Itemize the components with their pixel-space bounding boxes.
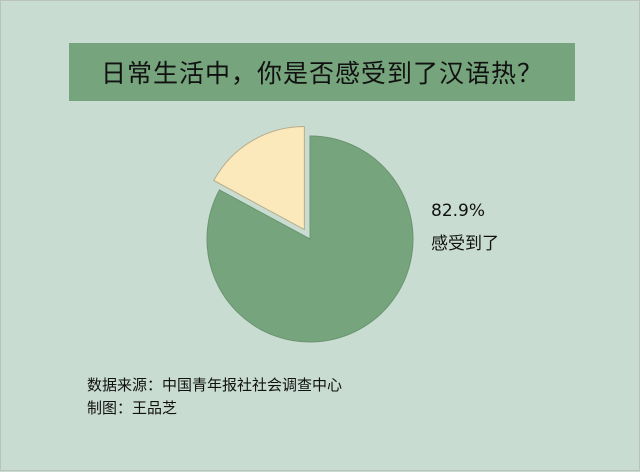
pie-slice-0 [206,135,414,343]
title-banner: 日常生活中，你是否感受到了汉语热？ [69,43,575,101]
data-source: 数据来源：中国青年报社社会调查中心 [87,376,343,394]
slice-category-label: 感受到了 [431,234,499,254]
chart-author: 制图：王品芝 [87,399,178,417]
chart-title: 日常生活中，你是否感受到了汉语热？ [100,59,543,88]
slice-value-label: 82.9% [431,201,486,221]
pie-slice-1 [213,126,305,231]
